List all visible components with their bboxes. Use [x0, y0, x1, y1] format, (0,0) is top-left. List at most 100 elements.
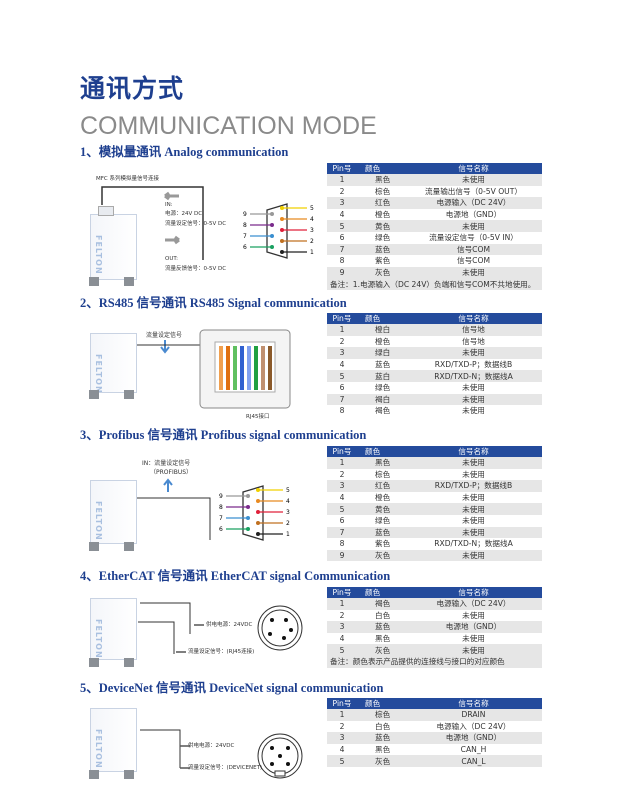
table-row: 5 黄色 未使用: [327, 220, 542, 232]
wire-color: 红色: [357, 197, 405, 209]
pin-dot: [280, 228, 284, 232]
table-note: 备注：1.电源输入（DC 24V）负端和信号COM不共地使用。: [327, 278, 542, 290]
table-row: 4 橙色 未使用: [327, 492, 542, 504]
column-header: Pin号: [327, 587, 357, 598]
wire-color: 黑色: [357, 457, 405, 469]
column-header: 颜色: [357, 446, 405, 457]
wire-color: 灰色: [357, 549, 405, 562]
pin-label: 9: [243, 211, 247, 218]
signal-name: 信号地: [462, 336, 485, 346]
wire-color: 褐白: [357, 393, 405, 406]
column-header: 信号名称: [405, 163, 542, 174]
rj45-wire: [254, 346, 258, 390]
table-row: 7 蓝色 未使用: [327, 526, 542, 539]
device-foot: [124, 542, 134, 551]
wire-color: 灰色: [357, 266, 405, 279]
pin-number: 9: [327, 266, 357, 279]
rj45-wire: [268, 346, 272, 390]
wire-color: 绿白: [357, 347, 405, 359]
signal-name: 未使用: [405, 526, 542, 539]
page-title-cn: 通讯方式: [80, 74, 185, 103]
pin-dot: [270, 234, 274, 238]
wire-color: 棕色: [357, 709, 405, 721]
signal-name: 电源地（GND）: [405, 732, 542, 744]
out-feedback-label: 流量反馈信号：0-5V DC: [165, 266, 227, 272]
table-row: 4 黑色 未使用: [327, 633, 542, 645]
signal-name: RXD/TXD-P；数据线B: [405, 480, 542, 492]
pin-number: 1: [327, 457, 357, 469]
db9-shell: [266, 203, 288, 259]
table-row: 7 蓝色 信号COM: [327, 243, 542, 256]
pin-number: 6: [339, 516, 345, 526]
wire-color: 灰色: [357, 755, 405, 767]
column-header: 颜色: [357, 163, 405, 174]
device-foot: [89, 658, 99, 667]
rj45-wire: [261, 346, 265, 390]
table-header-row: Pin号 颜色 信号名称: [327, 698, 542, 709]
pin-label: 6: [243, 244, 247, 251]
table-note: 备注：颜色表示产品提供的连接线与接口的对应颜色: [327, 655, 542, 668]
signal-name: 电源输入（DC 24V）: [436, 721, 511, 731]
wire-color: 褐色: [357, 598, 405, 610]
column-header: 颜色: [357, 313, 405, 324]
pin-number: 2: [339, 721, 345, 731]
table-row: 8 褐色 未使用: [327, 405, 542, 417]
device-foot: [124, 658, 134, 667]
pin-dot: [246, 494, 250, 498]
signal-name: 信号地: [405, 324, 542, 336]
wire-color: 橙白: [357, 324, 405, 336]
table-row: 3 蓝色 电源地（GND）: [327, 621, 542, 633]
column-header: 颜色: [357, 698, 405, 709]
device-foot: [124, 277, 134, 286]
pin-number: 7: [327, 526, 357, 539]
pin-dot: [280, 250, 284, 254]
brand-logo: FELTON: [94, 729, 103, 769]
wire-color: 蓝色: [375, 360, 391, 370]
table-header-row: Pin号 颜色 信号名称: [327, 313, 542, 324]
device-foot: [89, 770, 99, 779]
pin-label: 1: [310, 249, 314, 256]
db9-connector: 9 8 7 6 5 4 3 2 1: [243, 203, 314, 259]
table-header-row: Pin号 颜色 信号名称: [327, 587, 542, 598]
signal-name: CAN_H: [460, 745, 487, 755]
section-heading-profibus: 3、Profibus 信号通讯 Profibus signal communic…: [80, 428, 367, 442]
wire-color: 紫色: [375, 256, 391, 266]
connector: [98, 206, 114, 216]
table-row: 8 紫色 信号COM: [327, 255, 542, 267]
pin-number: 4: [339, 210, 345, 220]
pin-dot: [256, 488, 260, 492]
brand-logo: FELTON: [94, 619, 103, 659]
rj45-wire: [247, 346, 251, 390]
table-row: 5 灰色 CAN_L: [327, 755, 542, 767]
signal-name: 未使用: [405, 174, 542, 186]
section-heading-rs485: 2、RS485 信号通讯 RS485 Signal communication: [80, 296, 347, 310]
column-header: 信号名称: [405, 313, 542, 324]
pin-label: 3: [310, 227, 314, 234]
power-label: 供电电源：24VDC: [206, 622, 253, 628]
table-row: 3 绿白 未使用: [327, 347, 542, 359]
mfc-device: FELTON: [90, 333, 137, 394]
brand-logo: FELTON: [94, 235, 103, 275]
wire-color: 紫色: [375, 539, 391, 549]
pin-table-ethercat: Pin号 颜色 信号名称 1 褐色 电源输入（DC 24V） 2 白色 未使用 3 蓝色 电源地（GN…: [327, 587, 542, 668]
wire-color: 黑色: [375, 634, 391, 644]
wire-color: 黄色: [357, 503, 405, 515]
pin-label: 9: [219, 493, 223, 500]
wire-color: 蓝白: [357, 370, 405, 382]
table-row: 2 白色 未使用: [327, 610, 542, 622]
wire-color: 橙色: [375, 210, 391, 220]
pin-number: 4: [339, 360, 345, 370]
rj45-wire: [240, 346, 244, 390]
brand-logo: FELTON: [94, 501, 103, 541]
pin-number: 8: [339, 406, 345, 416]
pin-dot: [280, 206, 284, 210]
signal-protocol-label: （PROFIBUS）: [150, 469, 193, 476]
analog-wiring: [101, 186, 204, 260]
table-row: 3 红色 RXD/TXD-P；数据线B: [327, 480, 542, 492]
db9-connector: 9 8 7 6 5 4 3 2 1: [219, 485, 290, 541]
pin-number: 4: [339, 634, 345, 644]
pin-label: 4: [286, 498, 290, 505]
pin-dot: [246, 527, 250, 531]
column-header: Pin号: [327, 446, 357, 457]
diagram-caption: MFC 系列模拟量信号连接: [96, 176, 159, 182]
